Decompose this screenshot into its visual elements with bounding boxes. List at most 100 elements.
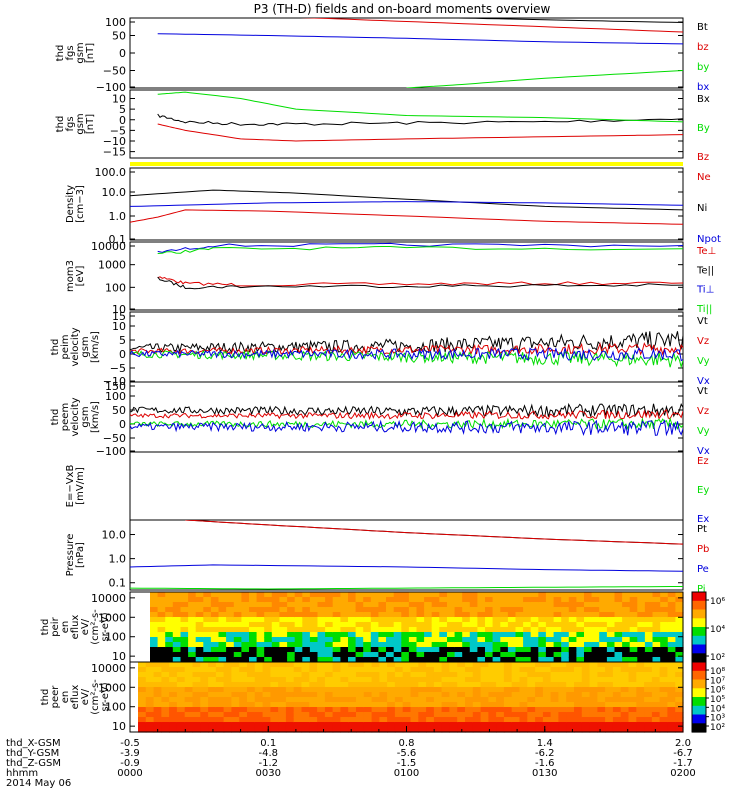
spectrogram-cell bbox=[418, 702, 427, 708]
spectrogram-cell bbox=[535, 712, 544, 718]
spectrogram-cell bbox=[515, 602, 524, 608]
spectrogram-cell bbox=[279, 622, 288, 628]
spectrogram-cell bbox=[614, 617, 623, 623]
spectrogram-cell bbox=[652, 602, 661, 608]
spectrogram-cell bbox=[332, 607, 341, 613]
spectrogram-cell bbox=[324, 672, 334, 678]
spectrogram-cell bbox=[363, 712, 373, 718]
spectrogram-cell bbox=[519, 682, 528, 688]
spectrogram-cell bbox=[317, 672, 326, 678]
spectrogram-cell bbox=[465, 727, 474, 733]
spectrogram-cell bbox=[371, 707, 380, 713]
spectrogram-cell bbox=[629, 652, 638, 658]
spectrogram-cell bbox=[462, 627, 471, 633]
spectrogram-cell bbox=[431, 647, 440, 653]
spectrogram-cell bbox=[279, 592, 288, 598]
spectrogram-cell bbox=[574, 707, 583, 713]
spectrogram-cell bbox=[644, 682, 653, 688]
spectrogram-cell bbox=[176, 692, 186, 698]
spectrogram-cell bbox=[496, 662, 505, 668]
spectrogram-cell bbox=[231, 667, 240, 673]
spectrogram-cell bbox=[629, 607, 638, 613]
spectrogram-cell bbox=[401, 632, 410, 638]
spectrogram-cell bbox=[241, 652, 250, 658]
spectrogram-cell bbox=[561, 642, 570, 648]
spectrogram-cell bbox=[324, 712, 334, 718]
spectrogram-cell bbox=[226, 602, 235, 608]
series-line-pb bbox=[185, 520, 683, 545]
spectrogram-cell bbox=[410, 727, 419, 733]
spectrogram-cell bbox=[500, 632, 509, 638]
spectrogram-cell bbox=[558, 682, 567, 688]
spectrogram-cell bbox=[469, 637, 478, 643]
spectrogram-cell bbox=[386, 632, 395, 638]
panel-frame bbox=[129, 519, 684, 591]
spectrogram-cell bbox=[233, 647, 242, 653]
spectrogram-cell bbox=[271, 652, 280, 658]
spectrogram-cell bbox=[637, 592, 646, 598]
spectrogram-cell bbox=[262, 662, 271, 668]
spectrogram-cell bbox=[424, 652, 433, 658]
spectrogram-cell bbox=[535, 667, 544, 673]
spectrogram-cell bbox=[523, 612, 532, 618]
spectrogram-cell bbox=[416, 657, 425, 663]
series-line-bz bbox=[300, 18, 683, 33]
spectrogram-cell bbox=[614, 597, 623, 603]
spectrogram-cell bbox=[599, 597, 608, 603]
spectrogram-cell bbox=[637, 657, 646, 663]
spectrogram-cell bbox=[192, 662, 201, 668]
spectrogram-cell bbox=[530, 612, 539, 618]
spectrogram-cell bbox=[480, 687, 489, 693]
spectrogram-cell bbox=[538, 612, 547, 618]
spectrogram-cell bbox=[247, 677, 256, 683]
colorbar-tick-label: 10⁶ bbox=[710, 686, 725, 696]
spectrogram-cell bbox=[507, 612, 517, 618]
spectrogram-cell bbox=[195, 657, 204, 663]
spectrogram-cell bbox=[614, 627, 623, 633]
spectrogram-cell bbox=[317, 727, 326, 733]
spectrogram-cell bbox=[309, 712, 318, 718]
spectrogram-cell bbox=[527, 702, 536, 708]
spectrogram-cell bbox=[519, 677, 528, 683]
y-tick-label: 100.0 bbox=[95, 166, 127, 179]
spectrogram-cell bbox=[254, 707, 264, 713]
spectrogram-cell bbox=[371, 722, 380, 728]
spectrogram-cell bbox=[363, 637, 372, 643]
spectrogram-cell bbox=[550, 727, 559, 733]
spectrogram-cell bbox=[176, 662, 186, 668]
spectrogram-cell bbox=[485, 597, 494, 603]
spectrogram-cell bbox=[441, 707, 450, 713]
spectrogram-cell bbox=[561, 647, 570, 653]
spectrogram-cell bbox=[581, 697, 591, 703]
spectrogram-cell bbox=[145, 702, 155, 708]
spectrogram-cell bbox=[652, 647, 661, 653]
spectrogram-cell bbox=[659, 677, 668, 683]
spectrogram-cell bbox=[523, 622, 532, 628]
spectrogram-cell bbox=[433, 712, 443, 718]
spectrogram-cell bbox=[278, 682, 287, 688]
spectrogram-cell bbox=[210, 622, 220, 628]
spectrogram-cell bbox=[620, 697, 630, 703]
spectrogram-cell bbox=[550, 707, 559, 713]
spectrogram-cell bbox=[439, 602, 448, 608]
spectrogram-cell bbox=[550, 672, 559, 678]
legend-label: Vx bbox=[697, 446, 710, 457]
spectrogram-cell bbox=[629, 622, 638, 628]
spectrogram-cell bbox=[492, 602, 501, 608]
spectrogram-cell bbox=[433, 722, 443, 728]
spectrogram-cell bbox=[256, 652, 265, 658]
legend-label: Ex bbox=[697, 514, 709, 525]
spectrogram-cell bbox=[279, 617, 288, 623]
y-axis-label: velocity bbox=[70, 397, 81, 436]
spectrogram-cell bbox=[233, 642, 242, 648]
series-line-ti bbox=[157, 245, 683, 254]
spectrogram-cell bbox=[379, 727, 388, 733]
spectrogram-cell bbox=[325, 647, 334, 653]
spectrogram-cell bbox=[545, 612, 555, 618]
spectrogram-cell bbox=[408, 612, 418, 618]
spectrogram-cell bbox=[239, 667, 248, 673]
spectrogram-cell bbox=[294, 632, 303, 638]
spectrogram-cell bbox=[553, 637, 562, 643]
spectrogram-cell bbox=[447, 622, 456, 628]
spectrogram-cell bbox=[485, 657, 494, 663]
